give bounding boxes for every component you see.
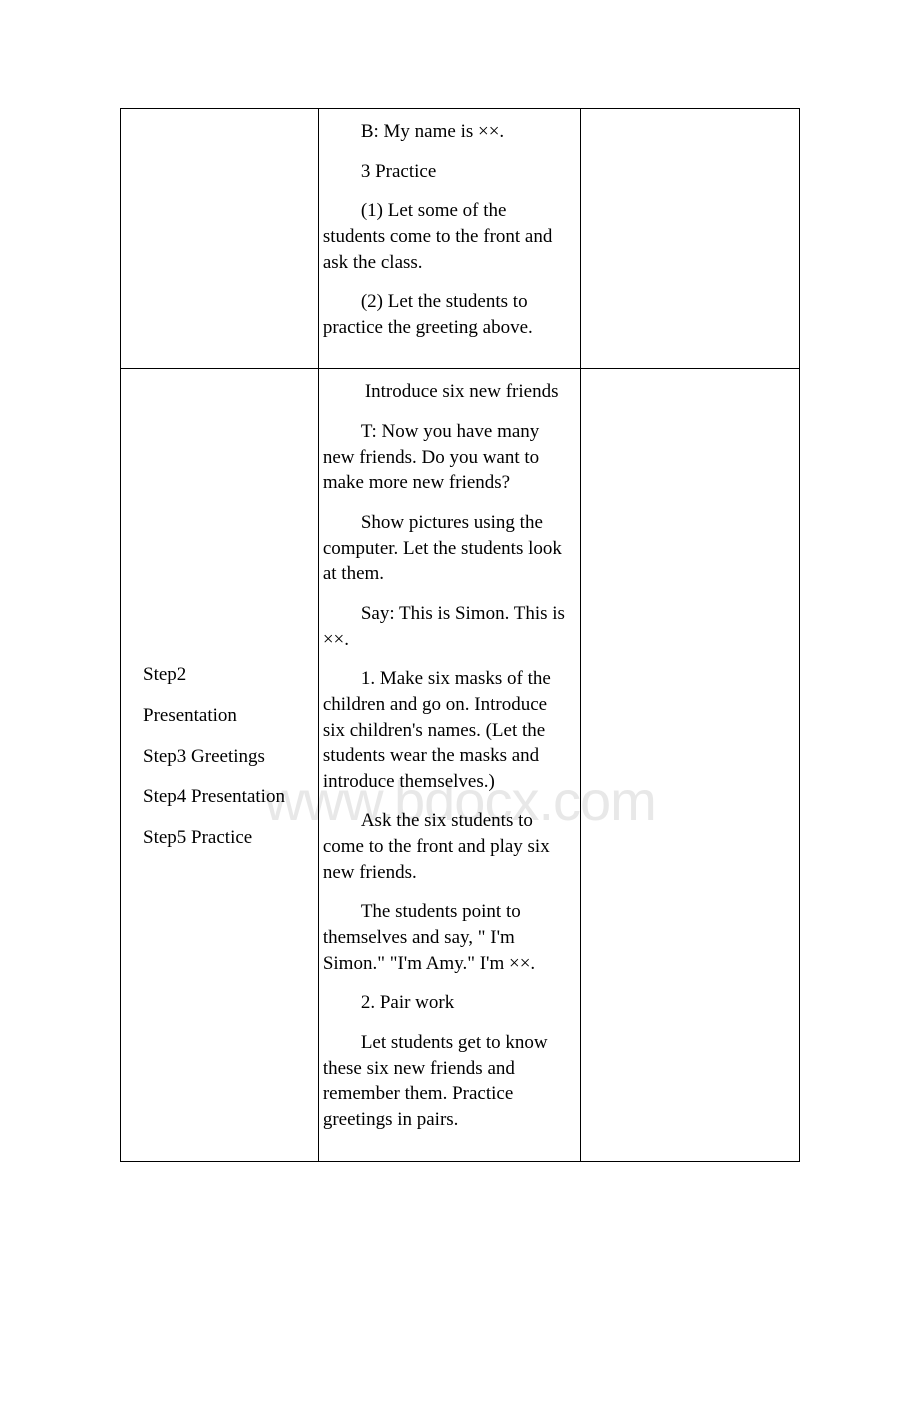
paragraph: (1) Let some of the students come to the… bbox=[321, 198, 570, 275]
step-label: Step3 Greetings bbox=[143, 745, 308, 770]
table-row: B: My name is ××. 3 Practice (1) Let som… bbox=[121, 109, 800, 369]
cell-r2-c3 bbox=[580, 369, 799, 1161]
paragraph: Let students get to know these six new f… bbox=[321, 1030, 570, 1133]
paragraph: 2. Pair work bbox=[321, 990, 570, 1016]
paragraph: (2) Let the students to practice the gre… bbox=[321, 289, 570, 340]
paragraph: B: My name is ××. bbox=[321, 119, 570, 145]
step-label: Step4 Presentation bbox=[143, 785, 308, 810]
step-label: Presentation bbox=[143, 704, 308, 729]
table-row: Step2 Presentation Step3 Greetings Step4… bbox=[121, 369, 800, 1161]
lesson-plan-table: B: My name is ××. 3 Practice (1) Let som… bbox=[120, 108, 800, 1162]
cell-r2-c2: Introduce six new friends T: Now you hav… bbox=[318, 369, 580, 1161]
paragraph: The students point to themselves and say… bbox=[321, 899, 570, 976]
cell-r1-c3 bbox=[580, 109, 799, 369]
cell-r2-c1: Step2 Presentation Step3 Greetings Step4… bbox=[121, 369, 319, 1161]
paragraph: Show pictures using the computer. Let th… bbox=[321, 510, 570, 587]
paragraph: 3 Practice bbox=[321, 159, 570, 185]
paragraph: Say: This is Simon. This is ××. bbox=[321, 601, 570, 652]
step-label: Step5 Practice bbox=[143, 826, 308, 851]
cell-r1-c1 bbox=[121, 109, 319, 369]
paragraph: 1. Make six masks of the children and go… bbox=[321, 666, 570, 794]
paragraph: Ask the six students to come to the fron… bbox=[321, 808, 570, 885]
paragraph: Introduce six new friends bbox=[321, 379, 570, 405]
paragraph: T: Now you have many new friends. Do you… bbox=[321, 419, 570, 496]
step-label: Step2 bbox=[143, 663, 308, 688]
cell-r1-c2: B: My name is ××. 3 Practice (1) Let som… bbox=[318, 109, 580, 369]
